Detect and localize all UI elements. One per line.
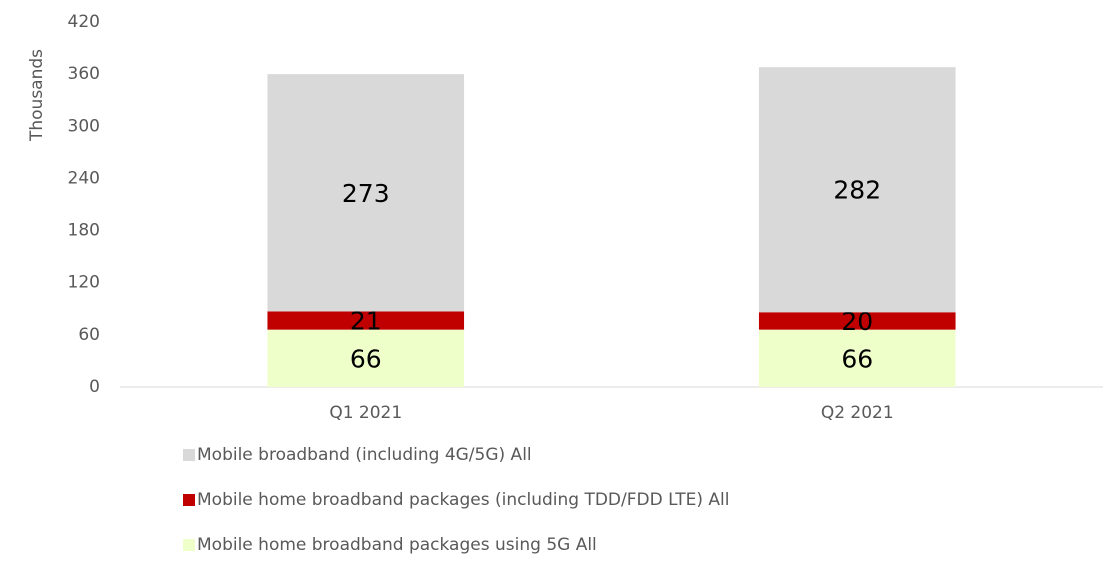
y-tick-label: 240 bbox=[68, 168, 100, 188]
bar-segment bbox=[267, 74, 465, 312]
y-tick-label: 60 bbox=[78, 325, 100, 345]
y-tick-label: 180 bbox=[68, 221, 100, 241]
y-tick-label: 120 bbox=[68, 273, 100, 293]
legend-swatch bbox=[183, 494, 195, 506]
bar-segment bbox=[267, 329, 465, 387]
y-axis-title: Thousands bbox=[27, 49, 47, 142]
data-label: 282 bbox=[833, 176, 881, 205]
data-label: 66 bbox=[841, 344, 873, 373]
y-tick-label: 360 bbox=[68, 64, 100, 84]
bar-segment bbox=[758, 312, 956, 330]
bar-segment bbox=[267, 311, 465, 330]
x-tick-label: Q1 2021 bbox=[329, 403, 402, 423]
x-tick-label: Q2 2021 bbox=[821, 403, 894, 423]
legend-label: Mobile home broadband packages (includin… bbox=[197, 490, 729, 510]
bar-segment bbox=[758, 67, 956, 313]
y-tick-label: 300 bbox=[68, 116, 100, 136]
legend-label: Mobile broadband (including 4G/5G) All bbox=[197, 445, 532, 465]
bar-segment bbox=[758, 329, 956, 387]
y-tick-label: 0 bbox=[89, 377, 100, 397]
legend-swatch bbox=[183, 539, 195, 551]
data-label: 273 bbox=[342, 179, 390, 208]
data-label: 66 bbox=[350, 344, 382, 373]
legend-swatch bbox=[183, 449, 195, 461]
y-tick-label: 420 bbox=[68, 12, 100, 32]
legend-label: Mobile home broadband packages using 5G … bbox=[197, 535, 597, 555]
